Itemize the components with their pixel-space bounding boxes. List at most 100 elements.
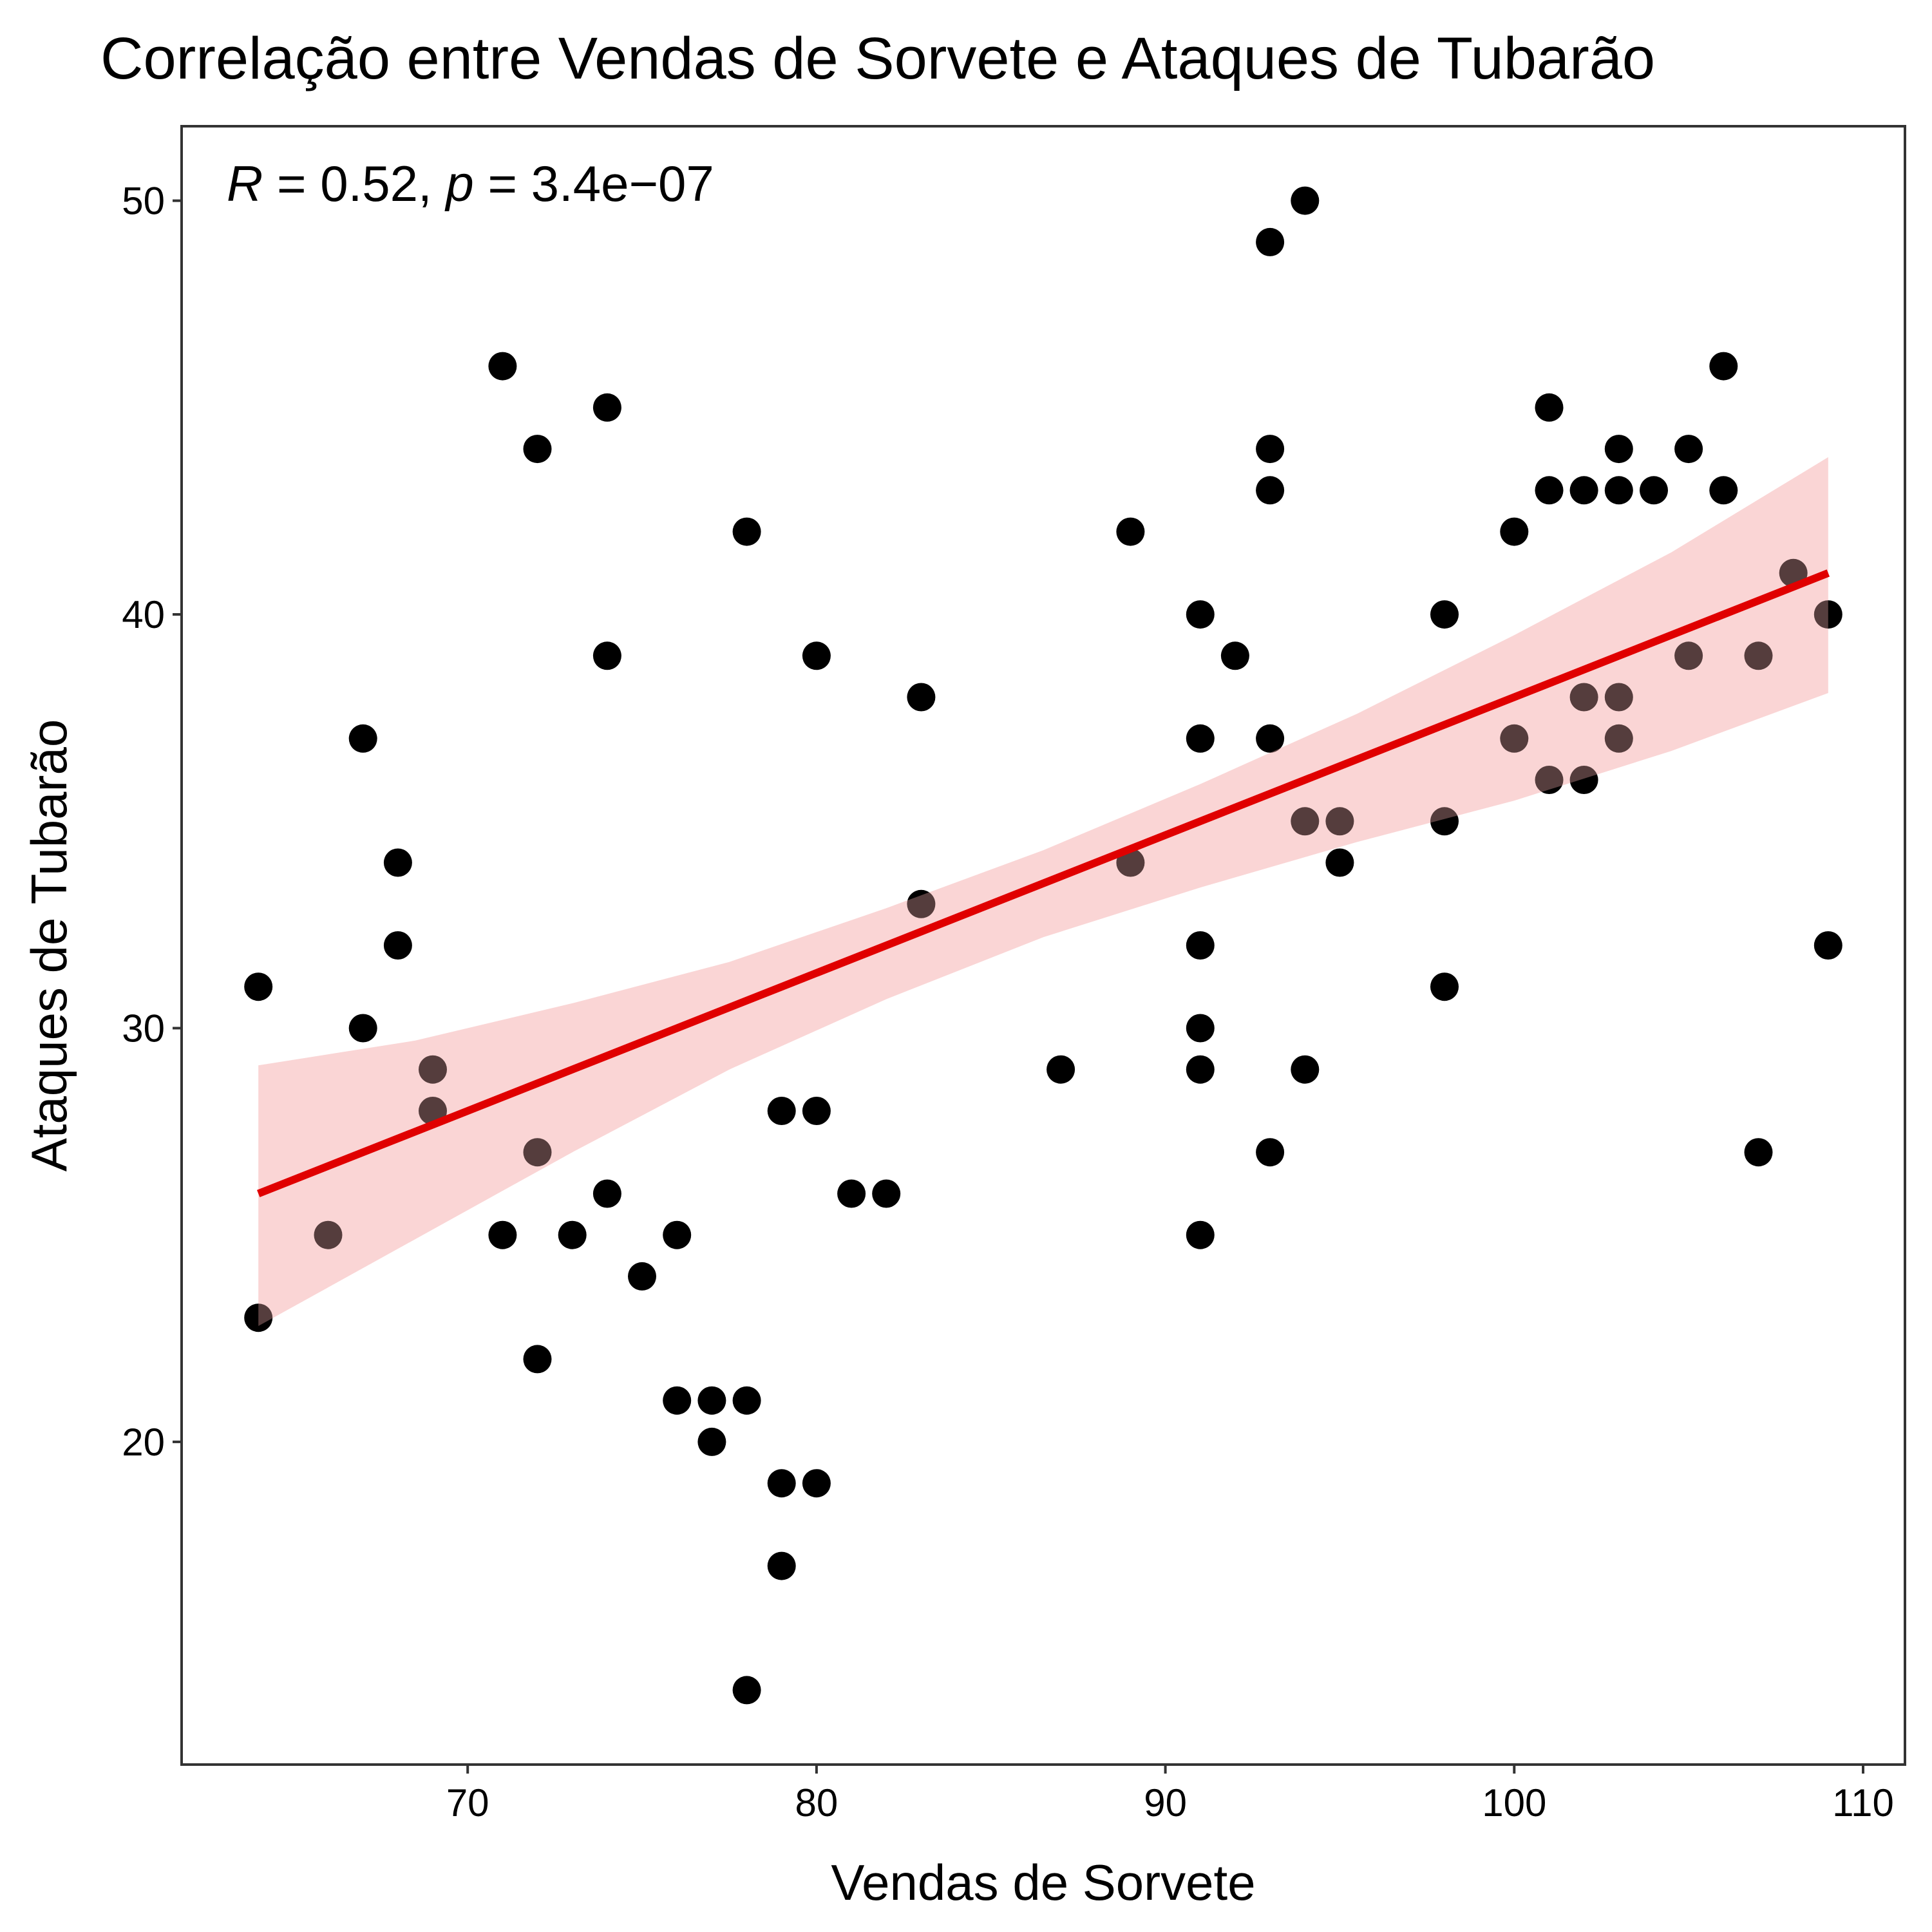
data-point [314,1220,343,1249]
data-point [1325,807,1354,836]
fit-line-layer [256,457,1830,1326]
data-point [592,641,621,670]
data-point [1814,600,1842,629]
data-point [244,1303,273,1332]
data-point [592,1179,621,1208]
data-point [348,1014,377,1043]
data-point [1674,641,1703,670]
data-point [1186,724,1215,753]
data-point [1256,476,1285,505]
data-point [1535,766,1564,794]
data-point [523,435,552,464]
data-point [1291,186,1320,215]
x-tick-label: 80 [795,1781,838,1824]
points-layer [244,186,1842,1705]
data-point [837,1179,866,1208]
data-point [419,1055,447,1084]
data-point [1674,435,1703,464]
data-point [1569,683,1598,712]
data-point [1814,931,1842,960]
data-point [1256,227,1285,256]
data-point [488,352,517,381]
data-point [1186,931,1215,960]
data-point [907,683,936,712]
y-axis-title: Ataques de Tubarão [21,719,77,1172]
data-point [1291,1055,1320,1084]
data-point [1604,683,1633,712]
data-point [244,972,273,1001]
data-point [348,724,377,753]
y-tick-label: 30 [122,1007,165,1050]
data-point [732,1386,761,1415]
r-value: = 0.52, [263,155,446,212]
data-point [558,1220,587,1249]
data-point [1430,972,1459,1001]
data-point [663,1220,692,1249]
p-value: = 3.4e−07 [474,155,714,212]
confidence-band-layer [258,457,1828,1326]
data-point [1709,352,1738,381]
data-point [663,1386,692,1415]
data-point [1325,848,1354,877]
data-point [488,1220,517,1249]
data-point [1569,766,1598,794]
confidence-band [258,457,1828,1326]
data-point [1744,1138,1773,1167]
p-symbol: p [444,155,473,212]
data-point [767,1097,796,1125]
data-point [1430,600,1459,629]
data-point [628,1262,656,1291]
data-point [697,1386,726,1415]
correlation-annotation: R = 0.52, p = 3.4e−07 [227,155,714,212]
r-symbol: R [227,155,263,212]
plot-panel [180,125,1906,1766]
y-tick-label: 20 [122,1421,165,1464]
chart-title: Correlação entre Vendas de Sorvete e Ata… [100,26,1655,91]
data-point [1604,435,1633,464]
data-point [1186,1014,1215,1043]
data-point [1291,807,1320,836]
confidence-band-overlay [258,457,1828,1326]
x-tick-label: 90 [1144,1781,1187,1824]
data-point [1186,1055,1215,1084]
data-point [383,931,412,960]
data-point [802,641,831,670]
data-point [1256,1138,1285,1167]
data-point [523,1138,552,1167]
data-point [802,1097,831,1125]
y-tick-label: 40 [122,593,165,636]
data-point [1535,476,1564,505]
data-point [1640,476,1668,505]
data-point [732,1676,761,1705]
data-point [907,889,936,918]
data-point [1256,435,1285,464]
data-point [1569,476,1598,505]
x-tick-label: 70 [446,1781,489,1824]
data-point [1116,517,1145,546]
fit-line [256,569,1830,1198]
x-axis-title: Vendas de Sorvete [831,1854,1255,1911]
data-point [1430,807,1459,836]
data-point [1046,1055,1075,1084]
data-point [1186,1220,1215,1249]
data-point [1744,641,1773,670]
data-point [732,517,761,546]
data-point [383,848,412,877]
data-point [1256,724,1285,753]
data-point [1709,476,1738,505]
x-tick-label: 110 [1832,1781,1894,1824]
data-point [767,1551,796,1580]
x-tick-label: 100 [1482,1781,1546,1824]
data-point [1186,600,1215,629]
data-point [1220,641,1249,670]
data-point [802,1469,831,1498]
data-point [1604,476,1633,505]
data-point [1535,393,1564,422]
data-point [592,393,621,422]
data-point [1500,517,1529,546]
data-point [767,1469,796,1498]
y-axis: 20 30 40 50 [122,180,182,1464]
x-axis: 70 80 90 100 110 [446,1765,1894,1824]
data-point [1500,724,1529,753]
